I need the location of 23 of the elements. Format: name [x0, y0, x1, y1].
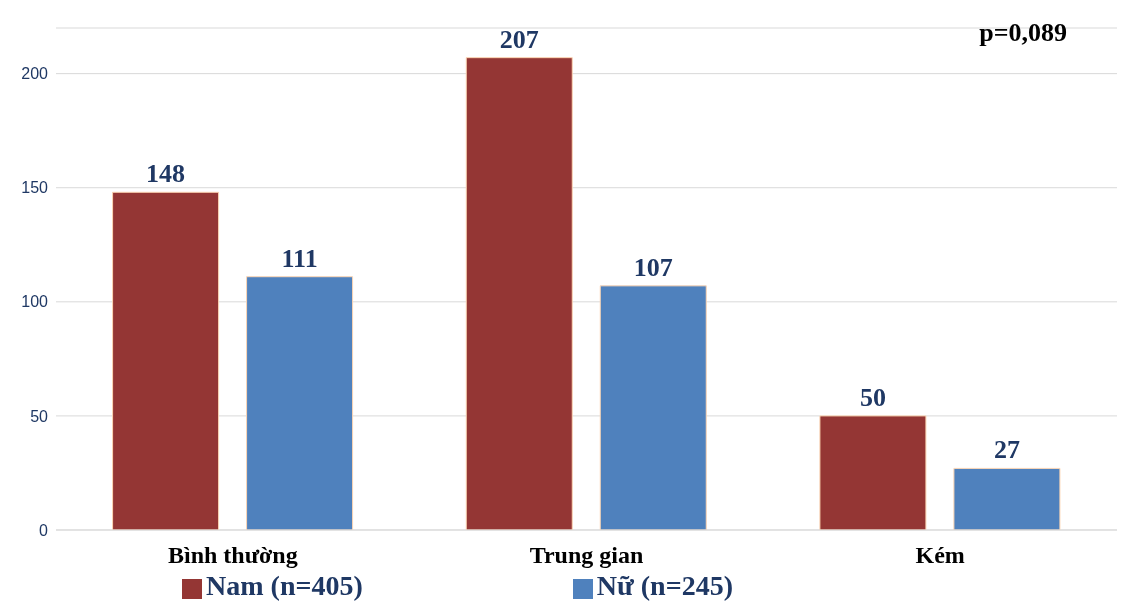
bar — [953, 467, 1061, 530]
x-tick-label: Kém — [915, 542, 965, 569]
x-tick-label: Bình thường — [167, 542, 298, 569]
y-tick-label: 100 — [21, 293, 49, 311]
bar — [465, 57, 573, 530]
y-tick-label: 50 — [30, 407, 49, 425]
data-label: 148 — [146, 159, 186, 189]
legend-label: Nam (n=405) — [206, 570, 363, 601]
data-label: 111 — [281, 243, 318, 273]
data-label: 207 — [499, 24, 539, 54]
x-tick-label: Trung gian — [529, 542, 644, 569]
y-tick-label: 200 — [21, 65, 49, 83]
data-label: 27 — [993, 435, 1020, 465]
bar — [599, 285, 707, 530]
data-label: 50 — [859, 382, 886, 412]
y-tick-label: 150 — [21, 179, 49, 197]
annotation: p=0,089 — [979, 18, 1067, 48]
legend-label: Nữ (n=245) — [596, 570, 733, 601]
bar — [819, 415, 927, 530]
data-label: 107 — [633, 252, 673, 282]
y-tick-label: 0 — [39, 521, 49, 539]
bar — [246, 276, 354, 530]
bar — [112, 191, 220, 530]
